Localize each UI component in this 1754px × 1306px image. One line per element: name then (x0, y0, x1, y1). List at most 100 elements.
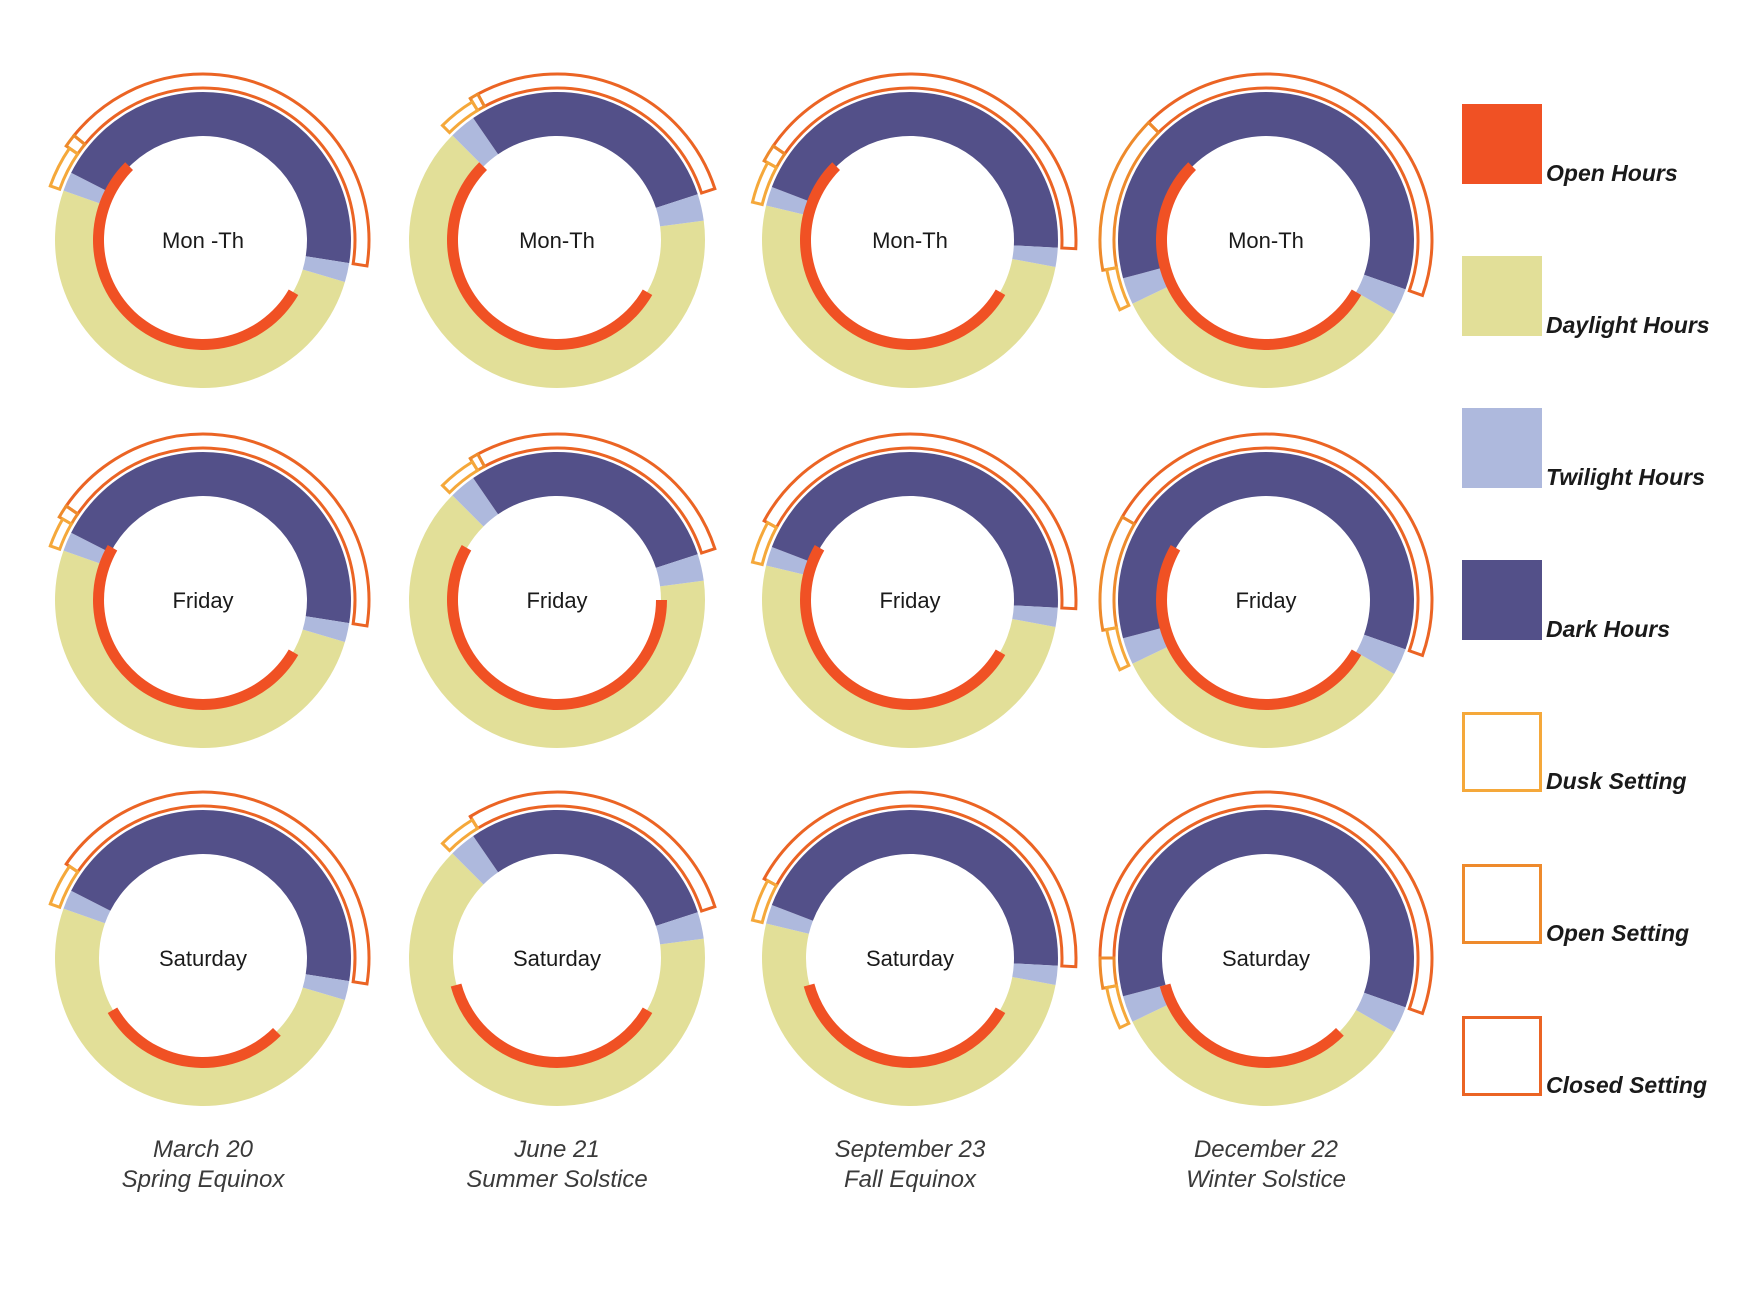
legend-layer: Open Hours Daylight Hours Twilight Hours Da… (1462, 104, 1710, 1098)
twilight-segment-dawn (1012, 245, 1058, 267)
twilight-segment-dusk (452, 836, 499, 885)
twilight-segment-dusk (1123, 266, 1173, 304)
ring-center-label: Saturday (1222, 946, 1310, 971)
dark-segment (71, 91, 351, 264)
dark-segment (771, 810, 1058, 966)
legend-swatch-outline (1462, 712, 1542, 792)
dusk-setting-outline (750, 520, 779, 567)
dusk-setting-outline (440, 459, 480, 495)
twilight-segment-dawn (302, 974, 350, 1001)
twilight-segment-dusk (1123, 626, 1173, 664)
ring-chart: Mon-Th (1098, 72, 1434, 388)
open-hours-arc (92, 162, 299, 350)
daylight-segment (762, 923, 1056, 1106)
open-setting-outline (1098, 956, 1119, 990)
open-hours-arc (107, 1007, 281, 1068)
legend-item: Closed Setting (1462, 1016, 1707, 1098)
daylight-segment (55, 190, 345, 388)
ring-center-label: Saturday (866, 946, 954, 971)
twilight-segment-dawn (1012, 605, 1058, 627)
open-hours-arc (803, 983, 1006, 1068)
legend-item: Dusk Setting (1462, 712, 1687, 794)
column-event-label: Spring Equinox (122, 1166, 286, 1193)
closed-setting-outline (1120, 432, 1434, 658)
ring-chart: Mon-Th (750, 72, 1078, 388)
legend-swatch (1462, 104, 1542, 184)
open-setting-outline (1098, 120, 1161, 272)
open-hours-arc (446, 162, 653, 351)
dusk-setting-outline (750, 878, 779, 925)
ring-center-label: Mon -Th (162, 228, 244, 253)
ring-center-label: Mon-Th (872, 228, 948, 253)
ring-chart: Friday (750, 432, 1078, 748)
legend-swatch (1462, 408, 1542, 488)
ring-chart: Saturday (1098, 790, 1434, 1106)
dark-segment (771, 92, 1058, 248)
column-event-label: Fall Equinox (844, 1166, 977, 1193)
twilight-segment-dusk (766, 904, 813, 934)
dark-segment (473, 452, 698, 568)
ring-chart: Mon -Th (48, 72, 371, 388)
legend-label: Twilight Hours (1546, 464, 1705, 490)
ring-chart: Mon-Th (409, 72, 717, 388)
twilight-segment-dawn (655, 554, 704, 587)
captions-layer: March 20 Spring Equinox June 21 Summer Sols… (122, 1136, 1346, 1193)
closed-setting-outline (1146, 72, 1434, 298)
legend-label: Open Hours (1546, 160, 1678, 186)
twilight-segment-dusk (1123, 984, 1173, 1022)
daylight-segment (55, 550, 345, 748)
legend-label: Daylight Hours (1546, 312, 1710, 338)
twilight-segment-dawn (1356, 634, 1406, 674)
legend-label: Closed Setting (1546, 1072, 1707, 1098)
twilight-segment-dawn (1356, 274, 1406, 314)
open-hours-arc (1159, 983, 1344, 1068)
legend-swatch-outline (1462, 1016, 1542, 1096)
open-hours-arc (450, 983, 653, 1068)
legend-item: Open Setting (1462, 864, 1689, 946)
closed-setting-outline (468, 790, 717, 913)
dark-segment (771, 452, 1058, 608)
dark-segment (1118, 452, 1414, 650)
closed-setting-outline (1098, 790, 1434, 1016)
legend-swatch-outline (1462, 864, 1542, 944)
closed-setting-outline (762, 790, 1078, 969)
ring-chart: Saturday (409, 790, 717, 1106)
dark-segment (1118, 92, 1415, 290)
dusk-setting-outline (1104, 625, 1131, 672)
twilight-segment-dawn (302, 256, 350, 283)
closed-setting-outline (64, 432, 371, 628)
twilight-segment-dusk (766, 546, 813, 576)
twilight-segment-dawn (1012, 963, 1058, 985)
open-setting-outline (1098, 514, 1137, 632)
ring-center-label: Friday (879, 588, 940, 613)
dark-segment (1118, 810, 1415, 1008)
twilight-segment-dusk (452, 478, 499, 527)
daylight-segment (409, 853, 705, 1106)
ring-chart: Saturday (750, 790, 1078, 1106)
legend-item: Dark Hours (1462, 560, 1670, 642)
dark-segment (71, 451, 352, 624)
column-date-label: December 22 (1194, 1136, 1338, 1163)
dark-segment (473, 810, 698, 926)
daylight-segment (55, 908, 345, 1106)
legend-swatch (1462, 256, 1542, 336)
ring-center-label: Friday (172, 588, 233, 613)
legend-label: Open Setting (1546, 920, 1689, 946)
dusk-setting-outline (1104, 265, 1131, 312)
rings-layer: Mon -Th Mon-Th Mon-Th Mon-Th Friday Friday Fri… (48, 72, 1434, 1106)
daylight-segment (762, 565, 1056, 748)
twilight-segment-dawn (1356, 992, 1406, 1032)
twilight-segment-dawn (655, 912, 704, 945)
closed-setting-outline (475, 72, 717, 195)
ring-chart: Friday (48, 432, 371, 748)
dark-segment (71, 809, 352, 982)
twilight-segment-dawn (655, 194, 704, 227)
ring-center-label: Friday (1235, 588, 1296, 613)
ring-chart: Friday (1098, 432, 1434, 749)
legend-item: Twilight Hours (1462, 408, 1705, 490)
ring-center-label: Friday (526, 588, 587, 613)
twilight-segment-dusk (63, 532, 111, 566)
closed-setting-outline (64, 790, 371, 986)
daylight-segment (1132, 284, 1395, 388)
